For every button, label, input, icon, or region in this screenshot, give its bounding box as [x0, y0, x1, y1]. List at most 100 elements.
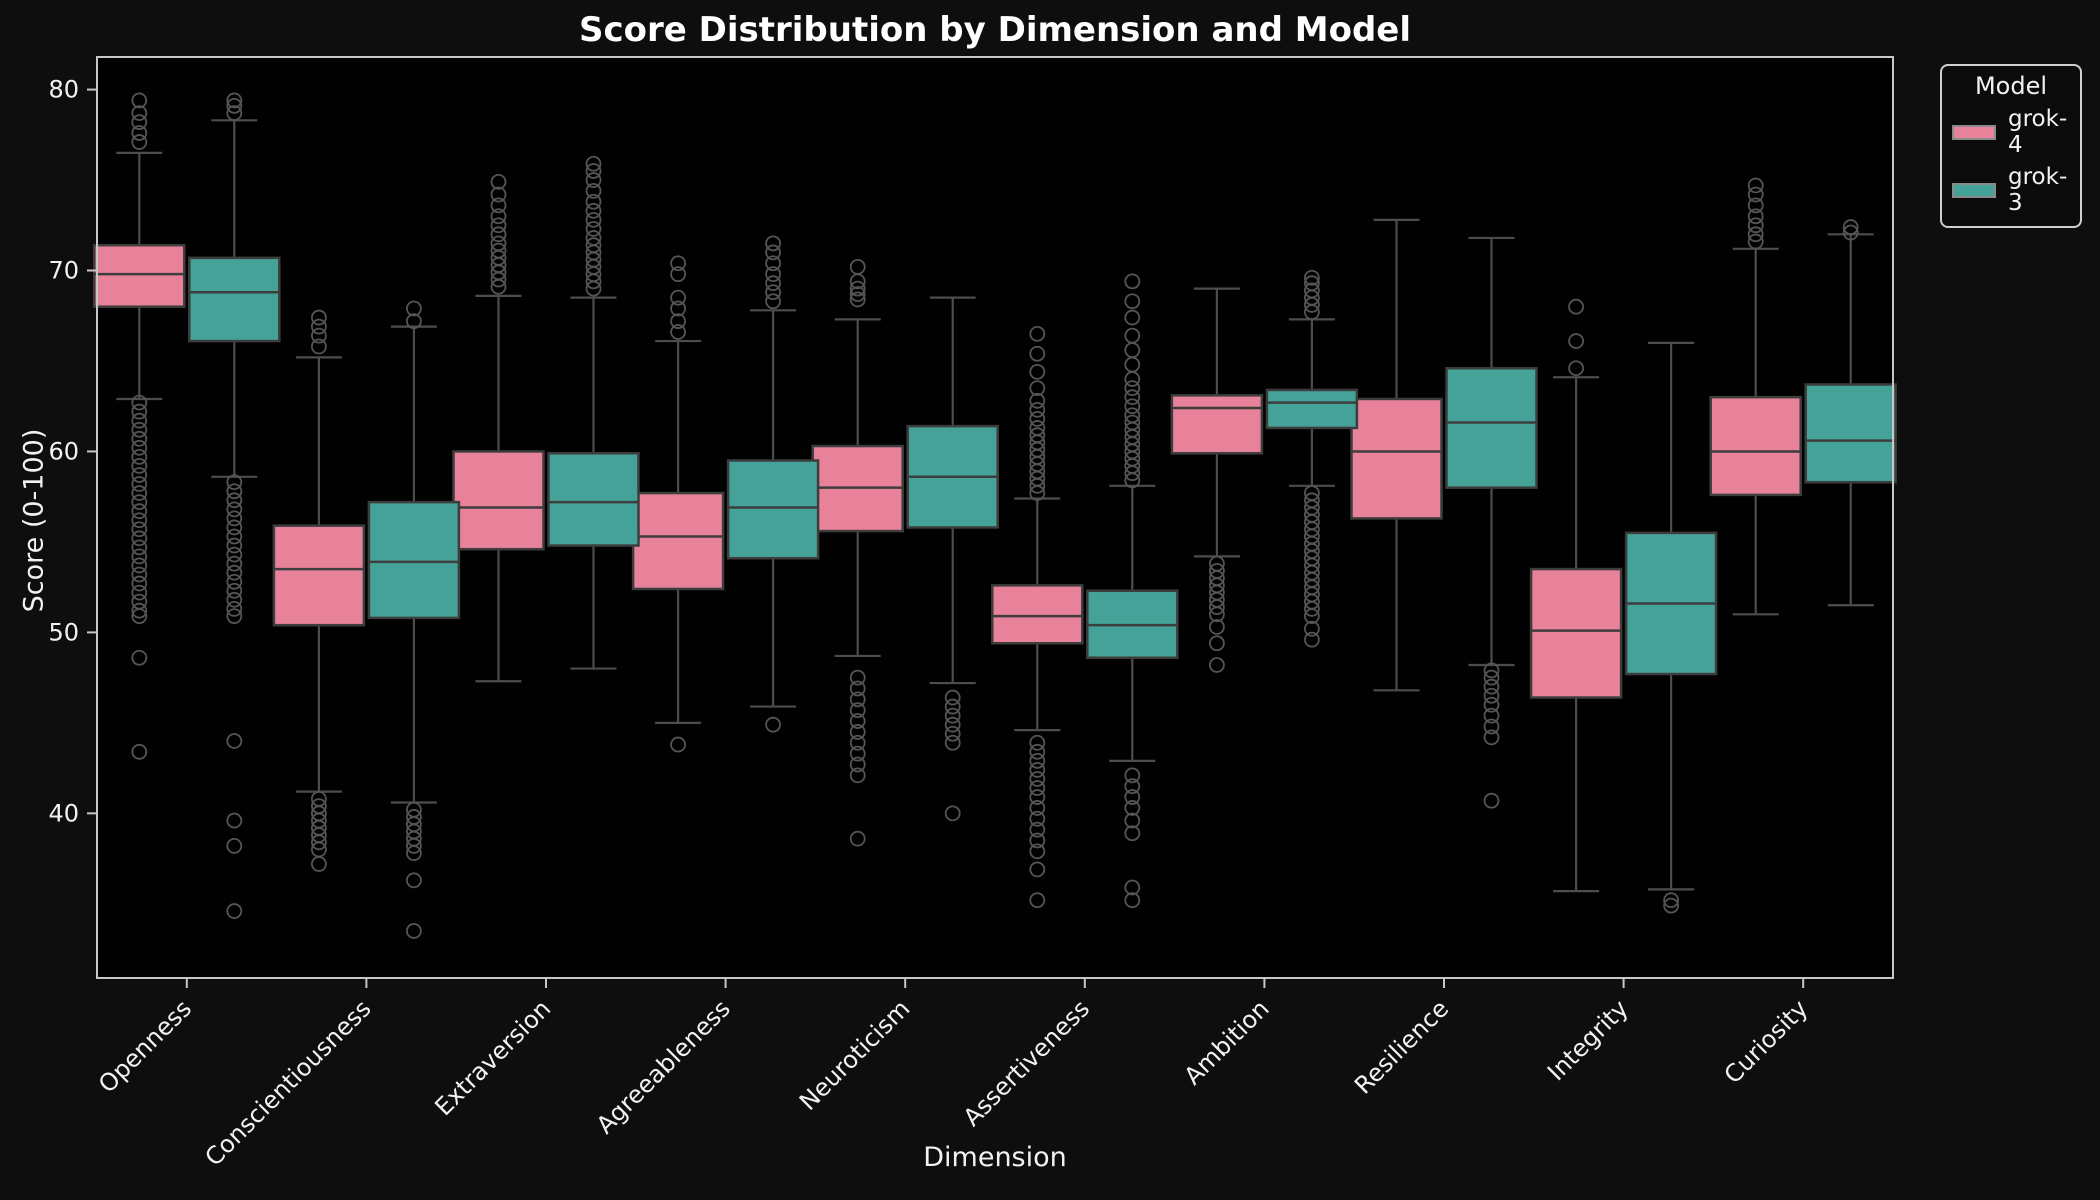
box-grok-4-extraversion-outlier [490, 173, 507, 190]
box-grok-4-extraversion [452, 450, 545, 551]
box-grok-3-ambition [1265, 388, 1359, 430]
box-grok-4-openness-outlier [131, 430, 148, 447]
box-grok-4-agreeableness [631, 491, 725, 591]
box-grok-4-assertiveness-outlier [1029, 345, 1046, 362]
box-grok-4-assertiveness-outlier [1029, 789, 1046, 805]
box-grok-4-openness-outlier [131, 608, 148, 625]
box-grok-4-assertiveness-outlier [1029, 427, 1046, 444]
box-grok-4-conscientiousness-outlier [310, 338, 327, 355]
box-grok-4-assertiveness-outlier [1029, 780, 1046, 796]
box-grok-3-assertiveness-outlier [1124, 892, 1141, 909]
box-grok-3-openness-outlier [226, 733, 243, 749]
box-grok-3-integrity-outlier [1663, 897, 1679, 914]
box-grok-4-agreeableness-outlier [670, 324, 686, 340]
box-grok-4-assertiveness-outlier [1029, 392, 1046, 409]
box-grok-4-ambition-outlier [1209, 606, 1225, 623]
box-grok-3-resilience-outlier [1483, 792, 1500, 809]
box-grok-4-openness-outlier [131, 566, 148, 583]
legend-label-grok-4: grok-4 [2008, 106, 2068, 158]
box-grok-4-assertiveness-outlier [1029, 734, 1046, 751]
box-grok-3-openness-outlier [226, 600, 243, 617]
box-grok-3-openness-outlier [226, 105, 243, 121]
box-grok-3-openness-outlier [226, 519, 243, 536]
box-grok-3-assertiveness-outlier [1124, 789, 1141, 805]
box-grok-3-extraversion [547, 452, 640, 547]
box-grok-4-neuroticism-outlier [849, 291, 866, 308]
box-grok-4-resilience [1350, 397, 1443, 520]
box-grok-4-curiosity-outlier [1747, 226, 1764, 243]
box-grok-3-neuroticism-outlier [944, 716, 961, 733]
legend-title: Model [1974, 72, 2048, 100]
box-grok-3-openness-outlier [226, 903, 243, 919]
box-grok-3-openness-outlier [226, 591, 243, 608]
box-grok-3-resilience-outlier [1483, 707, 1500, 724]
box-grok-4-openness-outlier [131, 448, 148, 465]
box-grok-3-assertiveness-outlier [1124, 825, 1141, 842]
box-grok-4-openness-outlier [131, 521, 148, 538]
box-grok-3-agreeableness-outlier [765, 255, 781, 272]
box-grok-4-openness-outlier [131, 421, 148, 438]
box-grok-4-curiosity-outlier [1747, 233, 1764, 250]
box-grok-4-neuroticism-outlier [849, 286, 866, 302]
box-grok-3-openness-outlier [226, 555, 243, 572]
box-grok-4-openness-outlier [131, 503, 148, 520]
box-grok-4-curiosity [1709, 395, 1802, 497]
box-grok-4-extraversion-outlier [490, 242, 507, 259]
box-grok-3-neuroticism-outlier [944, 734, 961, 751]
box-grok-3-assertiveness-outlier [1124, 389, 1141, 406]
box-grok-3-extraversion-outlier [585, 211, 602, 228]
box-grok-4-agreeableness-outlier [670, 313, 686, 330]
box-grok-4-conscientiousness-outlier [310, 309, 327, 326]
y-tick-label-70: 70 [48, 257, 79, 285]
box-grok-3-resilience-outlier [1483, 687, 1500, 704]
x-tick-label-ambition: Ambition [1179, 994, 1275, 1090]
box-grok-3-resilience-outlier [1483, 729, 1500, 746]
box-grok-3-conscientiousness-outlier [405, 300, 422, 317]
box-grok-4-neuroticism-outlier [849, 745, 866, 762]
box-grok-3-openness-outlier [226, 483, 243, 500]
box-grok-4-extraversion-outlier [490, 226, 507, 243]
box-grok-4-curiosity-outlier [1747, 197, 1764, 214]
y-axis-label: Score (0-100) [18, 428, 50, 613]
box-grok-4-assertiveness-outlier [1029, 861, 1046, 878]
box-grok-3-assertiveness-outlier [1124, 812, 1141, 829]
box-grok-3-neuroticism-outlier [944, 689, 961, 706]
box-grok-4-agreeableness-outlier [670, 289, 686, 306]
box-grok-3-extraversion-outlier [585, 182, 602, 199]
box-grok-4-curiosity-outlier [1747, 177, 1764, 194]
box-grok-3-openness-outlier [226, 838, 243, 854]
box-grok-4-neuroticism-outlier [849, 734, 866, 751]
box-grok-3-extraversion-outlier [585, 155, 602, 172]
x-tick-label-extraversion: Extraversion [429, 994, 556, 1121]
box-grok-4-extraversion-outlier [490, 235, 507, 252]
legend: Model grok-4 grok-3 [1940, 64, 2082, 228]
box-grok-3-agreeableness-outlier [765, 244, 781, 261]
box-grok-4-neuroticism-outlier [849, 756, 866, 773]
box-grok-4-extraversion-outlier [490, 197, 507, 214]
box-grok-4-assertiveness-outlier [1029, 892, 1046, 909]
box-grok-3-resilience-outlier [1483, 696, 1500, 713]
box-grok-4-ambition-outlier [1209, 599, 1225, 615]
y-tick-label-50: 50 [48, 618, 79, 646]
box-grok-3-openness-outlier [226, 546, 243, 563]
box-grok-3-openness-outlier [226, 92, 243, 109]
box-grok-3-assertiveness-outlier [1124, 273, 1141, 290]
box-grok-4-conscientiousness [272, 524, 366, 627]
box-grok-4-openness-outlier [131, 467, 148, 483]
x-tick-label-assertiveness: Assertiveness [958, 994, 1095, 1131]
legend-item-grok-3: grok-3 [1952, 164, 2070, 216]
box-grok-4-neuroticism-outlier [849, 767, 866, 784]
box-grok-4-neuroticism-outlier [849, 713, 866, 729]
box-grok-4-integrity [1529, 567, 1623, 699]
box-grok-4-openness-outlier [131, 575, 148, 592]
y-tick-label-80: 80 [48, 76, 79, 104]
box-grok-3-conscientiousness-outlier [405, 838, 422, 854]
box-grok-3-ambition-outlier [1304, 620, 1320, 637]
box-grok-4-neuroticism-outlier [849, 280, 866, 297]
box-grok-4-assertiveness-outlier [1029, 752, 1046, 769]
box-grok-4-agreeableness-outlier [670, 255, 686, 272]
box-grok-4-ambition-outlier [1209, 619, 1225, 635]
box-grok-4-openness-outlier [131, 602, 148, 619]
box-grok-4-ambition-outlier [1209, 657, 1225, 673]
